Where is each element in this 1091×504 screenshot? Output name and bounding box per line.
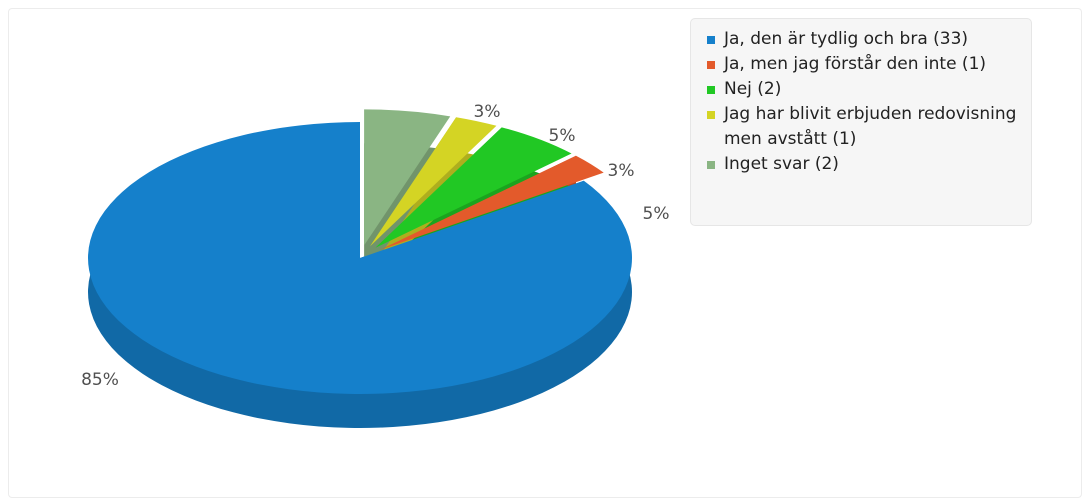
legend-label-1: Ja, den är tydlig och bra (33) bbox=[724, 29, 969, 49]
pie-slice-2 bbox=[379, 155, 604, 250]
pie-slice-label-4: 3% bbox=[608, 161, 635, 181]
legend-swatch-4 bbox=[707, 111, 715, 119]
pie-percent-labels: 85% 3% 5% 3% 5% bbox=[81, 102, 669, 390]
legend-swatch-1 bbox=[707, 36, 715, 44]
pie-slice-label-1: 85% bbox=[81, 370, 119, 390]
pie-slice-5 bbox=[364, 109, 451, 246]
legend-item-2: Ja, men jag förstår den inte (1) bbox=[701, 52, 1025, 77]
legend-item-5: Inget svar (2) bbox=[701, 152, 1025, 177]
pie-slice-4 bbox=[370, 117, 497, 247]
chart-legend: Ja, den är tydlig och bra (33) Ja, men ja… bbox=[690, 18, 1032, 226]
legend-item-4: Jag har blivit erbjuden redovisning men … bbox=[701, 102, 1025, 152]
legend-label-5: Inget svar (2) bbox=[724, 154, 839, 174]
pie-slice-1 bbox=[88, 122, 632, 395]
pie-slice-label-2: 3% bbox=[474, 102, 501, 122]
legend-item-1: Ja, den är tydlig och bra (33) bbox=[701, 27, 1025, 52]
legend-label-3: Nej (2) bbox=[724, 79, 782, 99]
pie-slice-3 bbox=[375, 127, 572, 248]
pie-slice-label-3: 5% bbox=[549, 126, 576, 146]
legend-swatch-5 bbox=[707, 161, 715, 169]
legend-item-3: Nej (2) bbox=[701, 77, 1025, 102]
legend-label-2: Ja, men jag förstår den inte (1) bbox=[724, 54, 987, 74]
legend-label-4: Jag har blivit erbjuden redovisning men … bbox=[724, 104, 1017, 149]
pie-slice-tops bbox=[88, 109, 632, 395]
legend-swatch-2 bbox=[707, 61, 715, 69]
legend-swatch-3 bbox=[707, 86, 715, 94]
pie-slice-label-5: 5% bbox=[643, 204, 670, 224]
